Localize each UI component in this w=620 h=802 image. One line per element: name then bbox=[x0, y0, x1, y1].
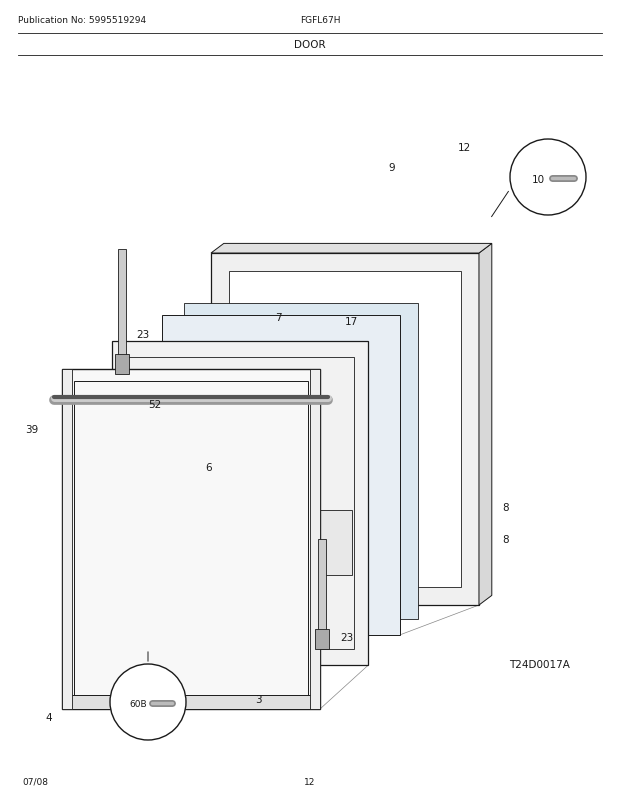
Text: 6: 6 bbox=[205, 463, 212, 472]
Text: Publication No: 5995519294: Publication No: 5995519294 bbox=[18, 16, 146, 25]
Text: 8: 8 bbox=[502, 534, 508, 545]
Polygon shape bbox=[479, 244, 492, 606]
Text: 7: 7 bbox=[275, 313, 281, 322]
Polygon shape bbox=[112, 342, 368, 665]
Circle shape bbox=[110, 664, 186, 740]
Text: 12: 12 bbox=[458, 143, 471, 153]
Text: 3: 3 bbox=[255, 695, 262, 704]
Text: 52: 52 bbox=[148, 399, 161, 410]
Polygon shape bbox=[211, 244, 492, 253]
Text: 8: 8 bbox=[502, 502, 508, 512]
Text: 07/08: 07/08 bbox=[22, 777, 48, 786]
Polygon shape bbox=[310, 370, 320, 709]
Text: T24D0017A: T24D0017A bbox=[509, 659, 570, 669]
Circle shape bbox=[510, 140, 586, 216]
Text: 12: 12 bbox=[304, 777, 316, 786]
Polygon shape bbox=[162, 316, 400, 635]
Polygon shape bbox=[115, 354, 129, 375]
Text: FGFL67H: FGFL67H bbox=[299, 16, 340, 25]
Text: 23: 23 bbox=[136, 330, 149, 339]
Polygon shape bbox=[62, 370, 320, 709]
Text: 9: 9 bbox=[388, 163, 394, 172]
Text: eReplacementParts.com: eReplacementParts.com bbox=[234, 453, 386, 466]
Polygon shape bbox=[318, 539, 326, 644]
Text: 10: 10 bbox=[531, 175, 544, 184]
Text: 17: 17 bbox=[345, 317, 358, 326]
Text: DOOR: DOOR bbox=[294, 40, 326, 50]
Text: 4: 4 bbox=[45, 712, 52, 722]
Polygon shape bbox=[315, 630, 329, 649]
Text: 39: 39 bbox=[25, 424, 38, 435]
Text: 60B: 60B bbox=[129, 699, 147, 709]
Text: 23: 23 bbox=[340, 632, 353, 642]
Polygon shape bbox=[229, 272, 461, 587]
Polygon shape bbox=[211, 253, 479, 606]
Polygon shape bbox=[62, 695, 320, 709]
Polygon shape bbox=[118, 249, 126, 370]
Polygon shape bbox=[62, 370, 72, 709]
Polygon shape bbox=[128, 510, 352, 575]
Polygon shape bbox=[184, 304, 418, 619]
